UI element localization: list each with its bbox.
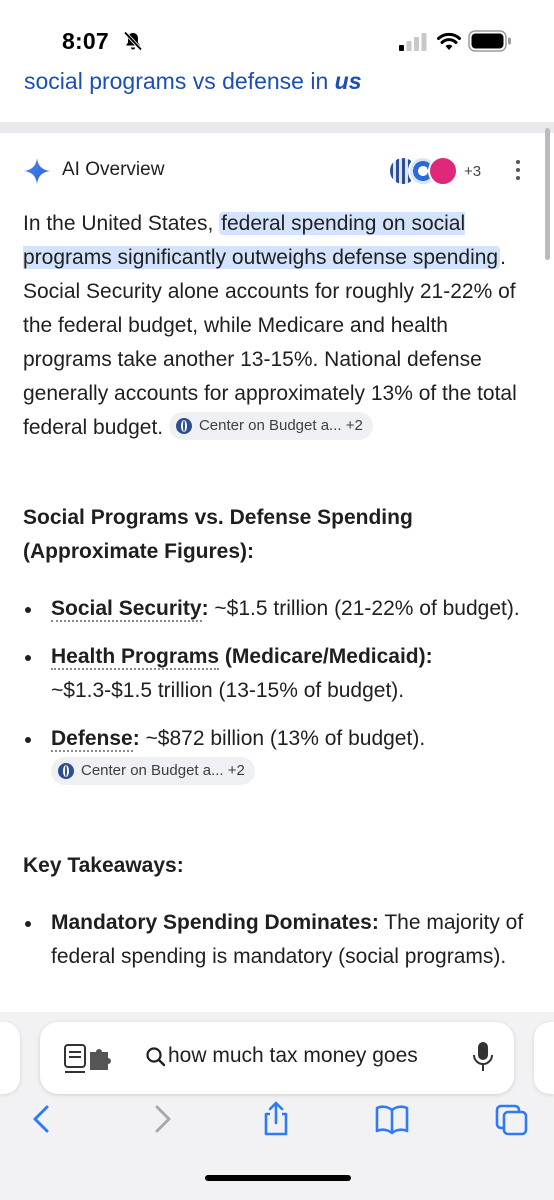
- address-bar-text[interactable]: how much tax money goes: [168, 1044, 418, 1067]
- search-query-header[interactable]: social programs vs defense in us: [0, 72, 554, 98]
- ai-overview-header: AI Overview +3: [0, 150, 554, 194]
- section-heading: Social Programs vs. Defense Spending (Ap…: [23, 506, 413, 563]
- takeaways-list: Mandatory Spending Dominates: The majori…: [23, 906, 528, 988]
- spending-list: Social Security: ~$1.5 trillion (21-22% …: [23, 592, 528, 804]
- address-bar[interactable]: how much tax money goes: [40, 1022, 514, 1094]
- wifi-icon: [437, 32, 461, 50]
- intro-lead: In the United States,: [23, 212, 220, 235]
- bell-slash-icon: [123, 31, 143, 51]
- next-tab-peek[interactable]: [534, 1022, 554, 1094]
- list-item: Social Security: ~$1.5 trillion (21-22% …: [23, 592, 528, 626]
- list-item: Mandatory Spending Dominates: The majori…: [23, 906, 528, 974]
- source-logo-icon: [175, 418, 192, 435]
- list-item-text: ~$1.3-$1.5 trillion (13-15% of budget).: [51, 679, 405, 702]
- microphone-icon[interactable]: [472, 1040, 494, 1074]
- section-divider: [0, 122, 554, 133]
- previous-tab-peek[interactable]: [0, 1022, 20, 1094]
- intro-rest: . Social Security alone accounts for rou…: [23, 246, 517, 439]
- bookmarks-icon[interactable]: [374, 1100, 410, 1138]
- section-heading: Key Takeaways:: [23, 854, 184, 877]
- browser-toolbar: [0, 1086, 554, 1156]
- term-colon: :: [201, 597, 209, 620]
- source-logo-icon: [58, 763, 74, 780]
- ai-overview-title: AI Overview: [62, 159, 165, 180]
- source-avatar[interactable]: [428, 156, 458, 186]
- tabs-icon[interactable]: [494, 1100, 530, 1138]
- list-item-text: ~$1.5 trillion (21-22% of budget).: [208, 597, 520, 620]
- search-icon: [146, 1047, 166, 1067]
- sparkle-icon: [24, 158, 50, 184]
- forward-icon[interactable]: [144, 1100, 180, 1138]
- page-menu-icon[interactable]: [62, 1042, 114, 1074]
- ai-overview-paragraph: In the United States, federal spending o…: [23, 207, 523, 445]
- source-chip-label: Center on Budget a...: [198, 417, 342, 435]
- term-link[interactable]: Health Programs: [51, 645, 220, 670]
- sources-more-count[interactable]: +3: [464, 163, 482, 180]
- status-bar: 8:07: [0, 0, 554, 78]
- share-icon[interactable]: [258, 1100, 294, 1138]
- source-chip-label: Center on Budget a...: [81, 762, 224, 780]
- term-link[interactable]: Social Security: [51, 597, 202, 622]
- list-item-text: ~$872 billion (13% of budget).: [139, 727, 426, 750]
- sources-stack[interactable]: +3: [388, 156, 506, 188]
- home-indicator[interactable]: [205, 1175, 351, 1181]
- list-item-text: The majority of federal spending is mand…: [51, 911, 524, 968]
- search-query-text: social programs vs defense in: [24, 72, 335, 94]
- term-colon: :: [132, 727, 140, 750]
- term-suffix: (Medicare/Medicaid):: [219, 645, 433, 668]
- battery-icon: [468, 30, 511, 52]
- status-time: 8:07: [62, 28, 109, 54]
- more-options-icon[interactable]: [512, 156, 524, 186]
- scrollbar[interactable]: [545, 128, 550, 260]
- takeaway-term: Mandatory Spending Dominates:: [51, 911, 379, 934]
- source-chip-extra: +2: [227, 762, 245, 780]
- back-icon[interactable]: [24, 1100, 60, 1138]
- source-chip[interactable]: Center on Budget a... +2: [168, 412, 373, 441]
- search-query-bold: us: [334, 72, 362, 94]
- cellular-signal-icon: [399, 33, 427, 51]
- list-item: Defense: ~$872 billion (13% of budget). …: [23, 722, 528, 790]
- source-chip[interactable]: Center on Budget a... +2: [51, 757, 255, 786]
- source-chip-extra: +2: [345, 417, 363, 435]
- term-link[interactable]: Defense: [51, 727, 133, 752]
- list-item: Health Programs (Medicare/Medicaid): ~$1…: [23, 640, 528, 708]
